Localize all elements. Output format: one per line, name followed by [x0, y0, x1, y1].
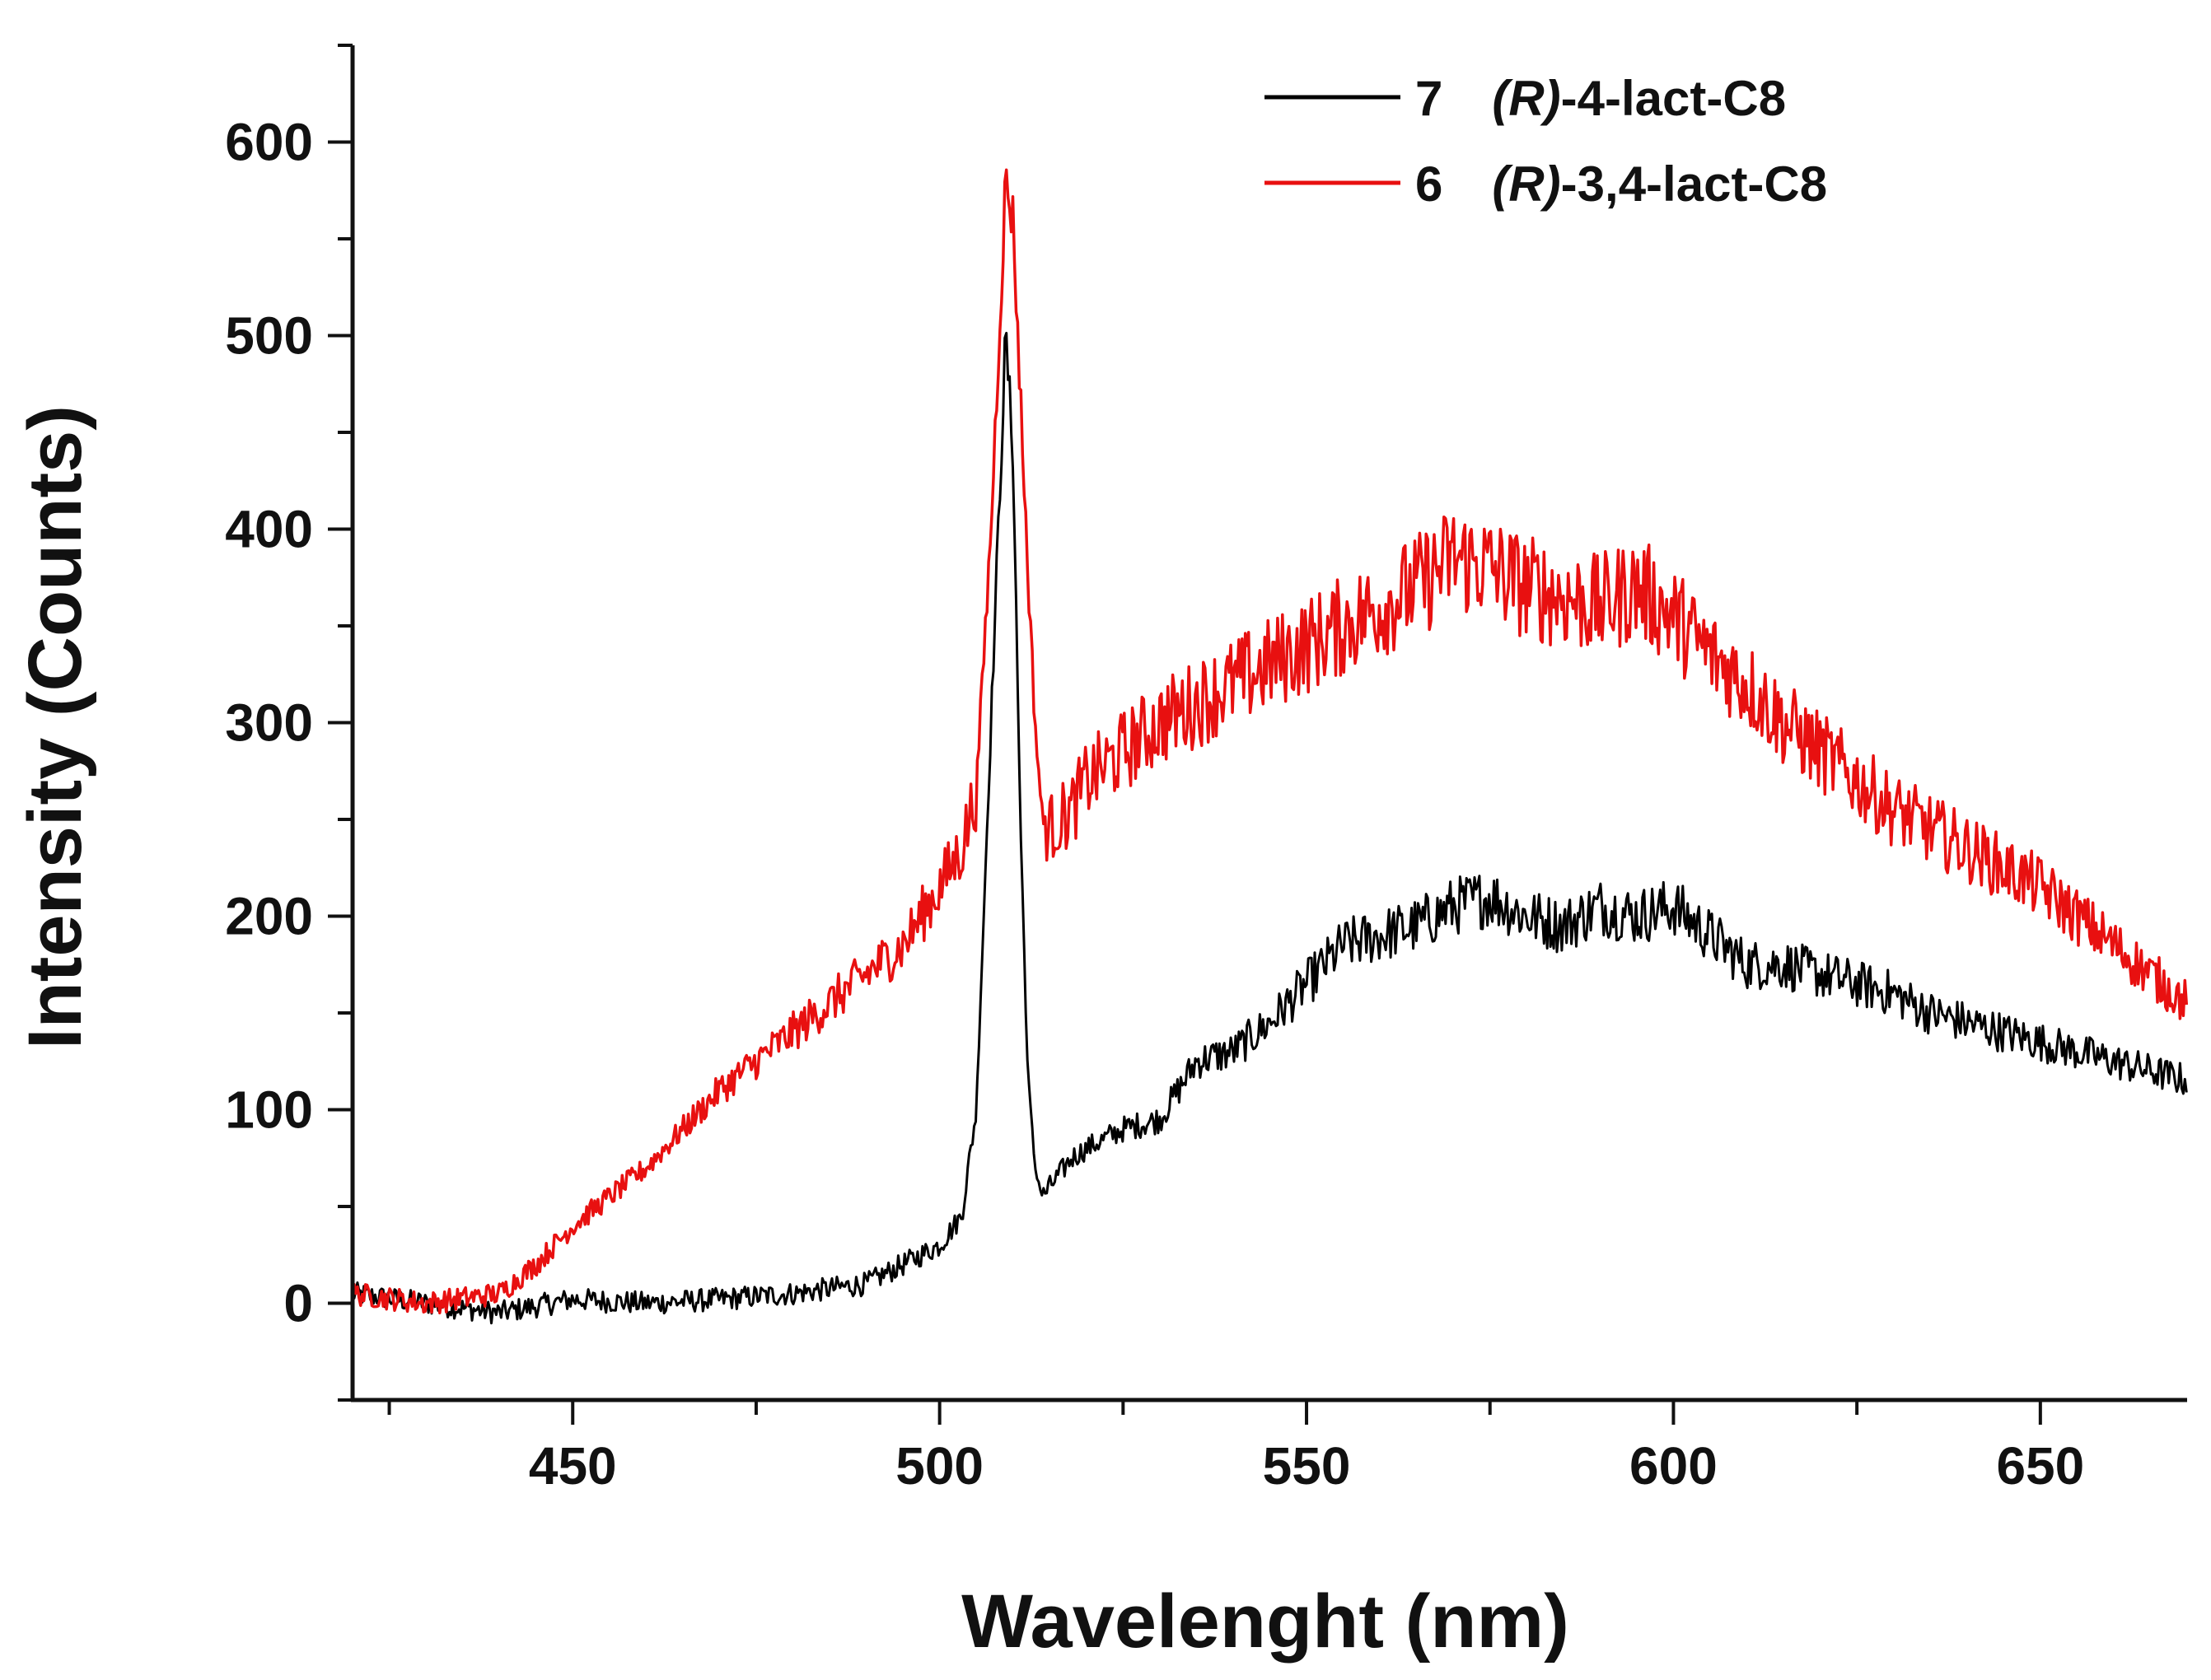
x-tick-label: 500	[895, 1436, 984, 1496]
y-axis-title: Intensity (Counts)	[13, 405, 97, 1049]
legend-label-1: 7 (R)-4-lact-C8	[1415, 71, 1786, 126]
y-tick-label: 400	[225, 500, 313, 559]
y-tick-label: 0	[283, 1274, 313, 1333]
series-layer	[351, 168, 2189, 1325]
y-tick-label: 500	[225, 306, 313, 366]
y-tick-label: 300	[225, 693, 313, 753]
series-line-1	[351, 331, 2188, 1325]
y-tick-label: 200	[225, 887, 313, 946]
x-tick-label: 450	[529, 1436, 617, 1496]
y-tick-label: 100	[225, 1080, 313, 1140]
y-tick-label: 600	[225, 113, 313, 172]
x-tick-label: 550	[1263, 1436, 1351, 1496]
legend-label-2: 6 (R)-3,4-lact-C8	[1415, 156, 1827, 212]
x-axis-title: Wavelenght (nm)	[961, 1580, 1569, 1664]
axes-layer: 450 500 550 600 650 0 100 200 300 400 500 600	[225, 44, 2187, 1496]
x-tick-label: 600	[1629, 1436, 1718, 1496]
legend: 7 (R)-4-lact-C8 6 (R)-3,4-lact-C8	[1264, 71, 1827, 212]
x-tick-label: 650	[1996, 1436, 2084, 1496]
series-line-2	[351, 168, 2189, 1315]
